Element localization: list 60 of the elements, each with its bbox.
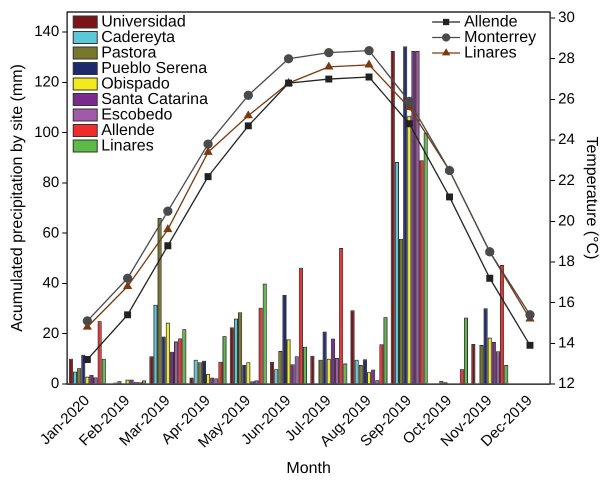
legend-label: Monterrey <box>464 28 536 46</box>
y2-tick-label: 22 <box>558 172 575 189</box>
y-axis-title: Acumulated precipitation by site (mm) <box>9 64 26 332</box>
point <box>123 282 132 290</box>
point <box>204 173 212 180</box>
point <box>244 90 253 100</box>
point <box>404 96 414 106</box>
y-tick-label: 0 <box>50 375 60 392</box>
point <box>124 311 132 318</box>
point <box>163 206 172 216</box>
legend-label: Allende <box>101 122 155 139</box>
y-tick-label: 80 <box>42 174 60 192</box>
y2-tick-label: 16 <box>558 294 575 311</box>
point <box>284 54 294 64</box>
legend-label: Escobedo <box>101 106 172 124</box>
legend-label: Obispado <box>101 75 170 92</box>
y2-tick-label: 18 <box>558 253 575 270</box>
point <box>203 139 213 149</box>
y-tick-label: 100 <box>34 124 60 141</box>
x-axis-title: Month <box>286 460 331 477</box>
point <box>204 148 212 155</box>
point <box>364 60 374 68</box>
point <box>446 193 453 200</box>
y2-tick-label: 24 <box>558 131 575 148</box>
point <box>526 342 534 349</box>
point <box>84 356 91 363</box>
legend-label: Linares <box>464 44 517 62</box>
legend-label: Cadereyta <box>101 28 176 46</box>
y2-tick-label: 26 <box>558 90 575 108</box>
legend-label: Pueblo Serena <box>101 60 208 77</box>
point <box>244 110 252 118</box>
y-tick-label: 40 <box>42 274 60 292</box>
y-tick-label: 60 <box>42 224 60 242</box>
point <box>525 310 535 320</box>
point <box>325 76 332 83</box>
point <box>82 316 92 326</box>
y2-axis-title: Temperature (°C) <box>582 136 600 260</box>
y-tick-label: 120 <box>34 74 60 90</box>
y-tick-label: 140 <box>34 23 60 40</box>
y2-tick-label: 30 <box>558 9 575 26</box>
point <box>406 120 413 128</box>
y-tick-label: 20 <box>42 324 60 342</box>
point <box>486 274 494 282</box>
point <box>364 46 374 56</box>
legend-label: Pastora <box>101 44 156 62</box>
legend-label: Santa Catarina <box>101 90 208 108</box>
point <box>164 224 172 232</box>
point <box>122 274 132 283</box>
y2-tick-label: 12 <box>558 375 575 392</box>
legend-label: Linares <box>101 137 154 154</box>
y2-tick-label: 14 <box>558 334 575 352</box>
point <box>324 62 333 70</box>
y2-tick-label: 28 <box>558 50 575 67</box>
point <box>244 122 252 130</box>
point <box>324 48 334 58</box>
legend-label: Allende <box>464 13 518 30</box>
point <box>164 242 172 250</box>
y2-tick-label: 20 <box>558 212 575 230</box>
legend-label: Universidad <box>101 13 186 30</box>
point <box>366 74 373 81</box>
